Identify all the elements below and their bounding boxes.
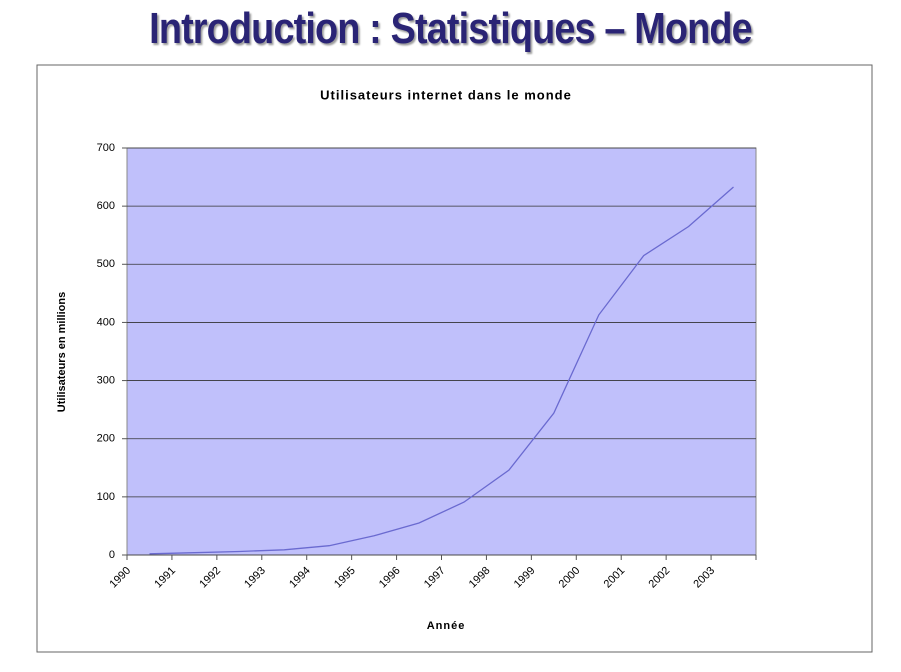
y-tick-label: 500: [97, 258, 115, 270]
y-tick-label: 400: [97, 316, 115, 328]
chart-title: Utilisateurs internet dans le monde: [320, 87, 572, 102]
y-tick-label: 700: [97, 142, 115, 154]
data-line: [149, 186, 734, 555]
y-tick-label: 100: [97, 491, 115, 503]
y-tick-label: 0: [109, 549, 115, 561]
x-axis-label: Année: [427, 620, 466, 632]
y-tick-label: 600: [97, 200, 115, 212]
y-axis-label: Utilisateurs en millions: [56, 292, 68, 412]
slide-title: Introduction : Statistiques – Monde: [149, 4, 753, 53]
y-tick-label: 300: [97, 374, 115, 386]
y-tick-label: 200: [97, 433, 115, 445]
plot-area: [126, 147, 757, 556]
